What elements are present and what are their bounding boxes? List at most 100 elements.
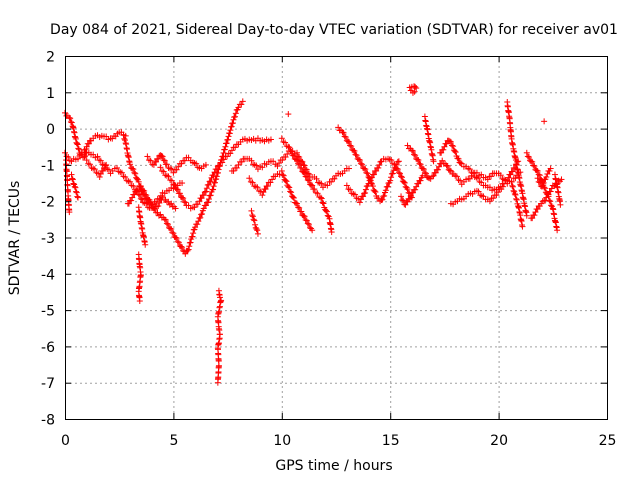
data-point [399,196,406,203]
data-point [444,163,451,170]
data-point [153,203,160,210]
data-point [356,199,363,206]
data-point [90,151,97,158]
data-point [513,196,520,203]
data-point [186,243,193,250]
data-point [254,227,261,234]
data-point [214,379,221,386]
data-point [488,173,495,180]
data-point [279,157,286,164]
data-point [451,148,458,155]
data-point [355,156,362,163]
data-point [298,164,305,171]
data-point [179,180,186,187]
data-point [404,186,411,193]
data-point [540,179,547,186]
data-point [357,196,364,203]
data-point [67,115,74,122]
data-point [66,209,73,216]
data-point [407,87,414,94]
data-point [292,200,299,207]
data-point [401,179,408,186]
data-point [284,151,291,158]
data-point [191,204,198,211]
data-point [323,208,330,215]
data-point [320,200,327,207]
data-point [357,160,364,167]
data-point [246,175,253,182]
data-point [534,167,541,174]
data-point [301,169,308,176]
data-point [447,138,454,145]
data-point [394,158,401,165]
data-point [135,178,142,185]
data-point [238,101,245,108]
y-axis-label: SDTVAR / TECUs [7,181,23,296]
data-point [197,214,204,221]
data-point [91,166,98,173]
data-point [447,167,454,174]
data-point [105,166,112,173]
data-point [189,233,196,240]
data-point [68,171,75,178]
data-point [175,163,182,170]
data-point [340,129,347,136]
data-point [499,183,506,190]
data-point [341,133,348,140]
data-point [403,184,410,191]
data-point [408,147,415,154]
data-point [308,181,315,188]
data-point [157,211,164,218]
data-point [127,178,134,185]
data-point [432,169,439,176]
data-point [249,179,256,186]
data-point [131,191,138,198]
data-point [150,161,157,168]
data-point [153,198,160,205]
data-point [400,179,407,186]
data-point [365,180,372,187]
data-point [542,197,549,204]
data-point [160,157,167,164]
data-point [174,186,181,193]
data-point [170,169,177,176]
data-point [466,166,473,173]
data-point [478,179,485,186]
data-point [531,163,538,170]
data-point [377,158,384,165]
data-point [259,164,266,171]
data-point [200,192,207,199]
data-point [228,147,235,154]
data-point [195,218,202,225]
data-point [235,104,242,111]
data-point [303,217,310,224]
data-point [232,144,239,151]
data-point [83,143,90,150]
data-point [300,161,307,168]
data-point [227,150,234,157]
data-point [295,204,302,211]
data-point [304,220,311,227]
data-point [470,170,477,177]
data-point [557,201,564,208]
data-point [129,194,136,201]
data-point [163,161,170,168]
data-point [147,157,154,164]
data-point [443,162,450,169]
data-point [391,161,398,168]
data-point [248,207,255,214]
data-point [554,227,561,234]
data-point [519,223,526,230]
data-point [137,195,144,202]
data-point [342,134,349,141]
data-point [509,182,516,189]
data-point [541,185,548,192]
data-point [425,174,432,181]
data-point [393,165,400,172]
data-point [533,167,540,174]
data-point [353,152,360,159]
x-tick-label: 0 [61,433,70,449]
data-point [346,138,353,145]
data-point [72,135,79,142]
data-point [159,153,166,160]
